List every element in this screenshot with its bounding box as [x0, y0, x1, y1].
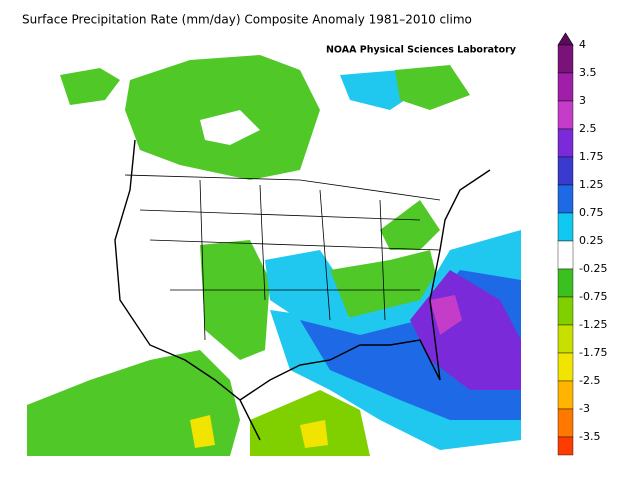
colorbar-label: 0.75 [579, 206, 604, 219]
colorbar-label: 1.25 [579, 178, 604, 191]
state-borders [124, 174, 441, 341]
anomaly-area [300, 420, 328, 448]
anomaly-area [27, 350, 240, 456]
colorbar-label: 4 [579, 38, 586, 51]
colorbar-label: -3.5 [579, 430, 600, 443]
colorbar-segment [557, 408, 574, 438]
colorbar-label: -3 [579, 402, 590, 415]
colorbar-label: 2.5 [579, 122, 597, 135]
colorbar-segment [557, 240, 574, 270]
colorbar-segment [557, 212, 574, 242]
colorbar-segment [557, 44, 574, 74]
map [27, 55, 521, 456]
colorbar-label: -0.25 [579, 262, 607, 275]
anomaly-area [395, 65, 470, 110]
colorbar-label: -1.75 [579, 346, 607, 359]
colorbar-label: 1.75 [579, 150, 604, 163]
anomaly-area [200, 240, 270, 360]
credit: NOAA Physical Sciences Laboratory [326, 45, 517, 56]
colorbar-segment [557, 72, 574, 102]
colorbar-label: 3.5 [579, 66, 597, 79]
colorbar-segment [557, 128, 574, 158]
colorbar-label: -1.25 [579, 318, 607, 331]
colorbar-label: 0.25 [579, 234, 604, 247]
map-title: Surface Precipitation Rate (mm/day) Comp… [22, 13, 472, 27]
colorbar-label: 3 [579, 94, 586, 107]
anomaly-area [430, 295, 462, 335]
colorbar-segment [557, 324, 574, 354]
colorbar-segment [557, 100, 574, 130]
colorbar-segment [557, 268, 574, 298]
colorbar-segment [557, 436, 574, 456]
colorbar-segment [557, 296, 574, 326]
coastline [114, 139, 491, 441]
anomaly-area [200, 110, 260, 145]
colorbar-end [557, 32, 574, 46]
anomaly-area [190, 415, 215, 448]
colorbar-segment [557, 352, 574, 382]
colorbar-segment [557, 184, 574, 214]
anomaly-area [60, 68, 120, 105]
colorbar-segment [557, 156, 574, 186]
colorbar-segment [557, 380, 574, 410]
anomaly-area [380, 200, 440, 250]
colorbar-label: -2.5 [579, 374, 600, 387]
colorbar: 4 3.5 3 2.5 1.75 1.25 0.75 0.25 -0.25 -0.75 -1.25 -… [557, 32, 607, 456]
colorbar-label: -0.75 [579, 290, 607, 303]
